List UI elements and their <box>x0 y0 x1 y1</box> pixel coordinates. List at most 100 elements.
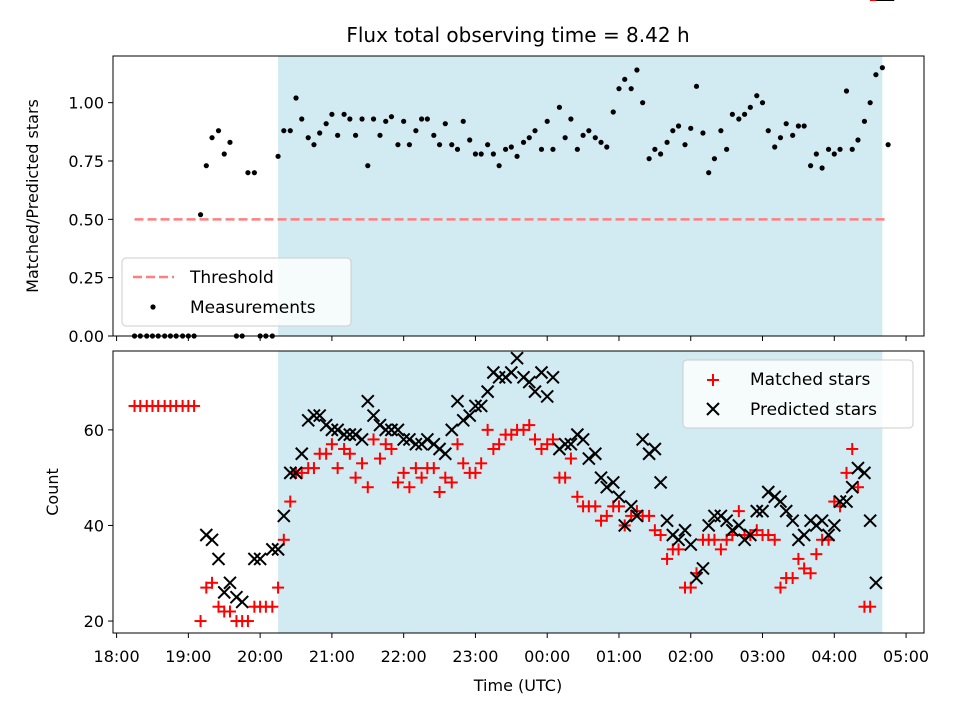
measurement-point <box>485 142 491 148</box>
matched-star-marker <box>851 481 864 494</box>
bottom-panel: 20 40 60 18:00 19:00 20:00 21:00 22:00 23:00 00:… <box>43 0 929 695</box>
predicted-star-marker <box>732 518 746 533</box>
measurement-point <box>419 116 425 122</box>
predicted-star-marker <box>630 509 644 523</box>
predicted-star-marker <box>343 427 357 442</box>
measurement-point <box>478 151 484 157</box>
predicted-star-marker <box>600 480 614 494</box>
matched-star-marker <box>732 505 745 518</box>
matched-star-marker <box>469 466 482 479</box>
matched-star-marker <box>786 572 799 585</box>
matched-star-marker <box>397 466 410 479</box>
predicted-star-marker <box>366 408 381 423</box>
predicted-star-marker <box>719 513 734 528</box>
measurement-point <box>490 151 496 157</box>
measurement-point <box>323 121 329 127</box>
measurement-point <box>467 137 473 143</box>
predicted-star-marker <box>325 423 339 437</box>
measurement-point <box>700 130 706 136</box>
matched-star-marker <box>661 552 674 565</box>
matched-star-marker <box>559 471 572 484</box>
matched-star-marker <box>792 552 805 565</box>
measurement-point <box>215 128 222 134</box>
x-tick-label: 21:00 <box>309 647 355 666</box>
matched-star-marker <box>373 452 386 465</box>
predicted-star-marker <box>384 423 399 437</box>
matched-star-marker <box>367 433 380 446</box>
measurement-point <box>562 135 568 141</box>
predicted-star-marker <box>857 466 872 480</box>
measurement-point <box>790 132 796 138</box>
legend-measurements-swatch <box>150 304 156 310</box>
bottom-legend: Matched stars Predicted stars <box>682 359 914 429</box>
predicted-star-marker <box>678 523 692 537</box>
top-y-tick-label: 0.00 <box>68 327 104 346</box>
measurement-point <box>508 144 514 150</box>
measurement-point <box>388 114 395 120</box>
measurement-point <box>251 170 257 176</box>
measurement-point <box>724 146 730 152</box>
chart-title: Flux total observing time = 8.42 h <box>346 23 689 47</box>
measurement-point <box>879 65 885 71</box>
measurement-point <box>329 111 335 117</box>
predicted-star-marker <box>606 475 620 490</box>
matched-star-marker <box>331 462 344 475</box>
predicted-star-marker <box>396 432 411 447</box>
predicted-star-marker <box>725 523 740 537</box>
measurement-point <box>843 88 850 94</box>
measurement-point <box>317 130 323 136</box>
measurement-point <box>759 100 766 106</box>
measurement-point <box>352 132 359 138</box>
legend-predicted-swatch <box>706 402 720 416</box>
matched-star-marker <box>391 476 404 489</box>
matched-star-marker <box>481 423 494 436</box>
top-y-tick-label: 0.75 <box>68 152 104 171</box>
matched-star-marker <box>451 438 464 451</box>
predicted-star-marker <box>576 432 590 447</box>
predicted-star-marker <box>355 432 369 447</box>
measurement-point <box>849 146 855 152</box>
measurement-point <box>431 132 437 138</box>
predicted-star-marker <box>348 427 363 442</box>
predicted-star-marker <box>253 552 267 566</box>
measurement-point <box>867 100 873 106</box>
measurement-point <box>831 151 837 157</box>
measurement-point <box>442 121 448 127</box>
measurement-point <box>885 142 891 148</box>
predicted-star-marker <box>492 370 506 384</box>
measurement-point <box>305 135 311 141</box>
x-tick-label: 02:00 <box>668 647 714 666</box>
predicted-star-marker <box>474 399 488 413</box>
x-tick-label: 23:00 <box>452 647 498 666</box>
predicted-star-marker <box>468 399 483 413</box>
measurement-point <box>670 128 676 134</box>
matched-star-marker <box>409 462 422 475</box>
matched-star-marker <box>768 533 781 546</box>
measurement-point <box>646 156 652 162</box>
bottom-axes-frame <box>112 350 925 634</box>
matched-star-marker <box>194 615 207 628</box>
predicted-star-marker <box>247 552 262 566</box>
predicted-star-marker <box>761 485 775 499</box>
matched-star-marker <box>361 481 374 494</box>
top-y-tick-label: 0.50 <box>68 210 104 229</box>
predicted-star-marker <box>235 595 249 609</box>
predicted-star-marker <box>797 528 811 542</box>
matched-star-marker <box>415 471 428 484</box>
bottom-y-tick-label: 20 <box>84 612 104 631</box>
predicted-star-marker <box>522 375 536 389</box>
measurement-point <box>209 135 215 141</box>
measurement-point <box>586 128 592 134</box>
top-y-tick-label: 1.00 <box>68 94 104 113</box>
measurement-point <box>855 137 861 143</box>
measurement-point <box>472 151 479 157</box>
measurement-point <box>370 116 377 122</box>
predicted-star-marker <box>277 509 291 523</box>
predicted-star-marker <box>701 518 716 533</box>
measurement-point <box>383 118 389 124</box>
top-y-axis-label: Matched/Predicted stars <box>23 99 42 293</box>
measurement-point <box>592 135 598 141</box>
matched-star-marker <box>223 605 236 618</box>
predicted-star-marker <box>660 513 674 528</box>
x-tick-label: 03:00 <box>739 647 785 666</box>
